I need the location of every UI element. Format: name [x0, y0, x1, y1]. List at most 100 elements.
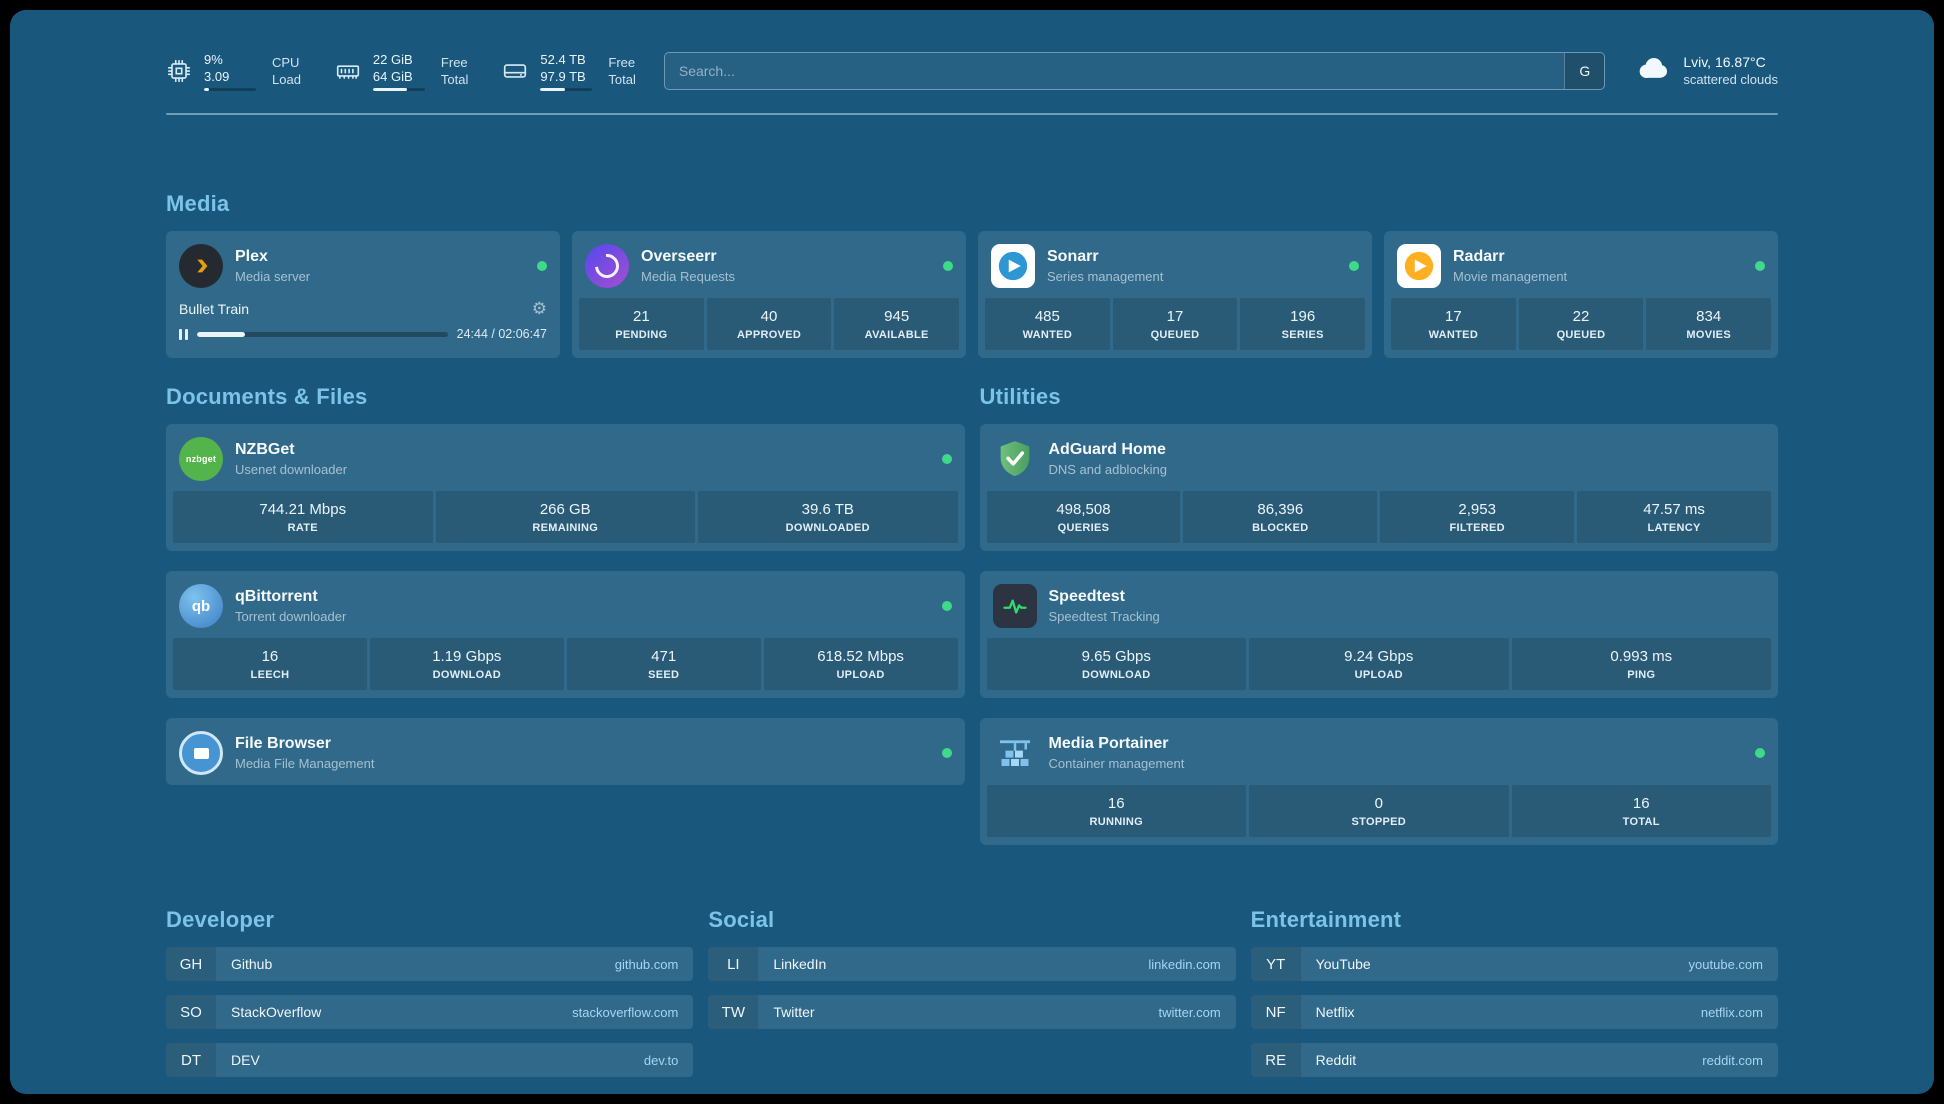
card-head: Sonarr Series management [978, 231, 1372, 298]
resource-widgets: 9% 3.09 CPU Load [166, 51, 636, 91]
service-title: Plex [235, 248, 268, 265]
bookmark-name: Github [231, 956, 273, 972]
stat-wanted: 485 WANTED [985, 298, 1110, 350]
plex-icon [179, 244, 223, 288]
playback-time: 24:44 / 02:06:47 [456, 327, 547, 341]
overseerr-icon [585, 244, 629, 288]
service-title: Speedtest [1048, 588, 1125, 605]
service-card-plex[interactable]: Plex Media server Bullet Train ⚙ [166, 231, 560, 358]
card-head: Media Portainer Container management [980, 718, 1779, 785]
status-dot [941, 748, 952, 758]
service-card-nzbget[interactable]: nzbget NZBGet Usenet downloader 744.21 M… [166, 424, 965, 551]
cpu-icon [166, 58, 192, 84]
service-titles: Sonarr Series management [1047, 248, 1163, 284]
stat-value: 17 [1166, 308, 1184, 325]
stat-value: 16 [261, 648, 279, 665]
stat-value: 16 [1107, 795, 1125, 812]
section-documents: Documents & Files nzbget NZBGet Usenet d… [166, 384, 965, 785]
bookmark-domain: dev.to [643, 1052, 679, 1068]
stat-value: 17 [1444, 308, 1462, 325]
stat-label: WANTED [1428, 329, 1479, 341]
bookmark-linkedin[interactable]: LI LinkedIn linkedin.com [708, 947, 1236, 981]
pause-icon[interactable] [179, 328, 188, 340]
stat-series: 196 SERIES [1240, 298, 1366, 350]
stat-filtered: 2,953 FILTERED [1380, 491, 1575, 543]
stat-available: 945 AVAILABLE [834, 298, 960, 350]
bookmark-twitter[interactable]: TW Twitter twitter.com [708, 995, 1236, 1029]
stat-value: 618.52 Mbps [817, 648, 904, 665]
stat-value: 471 [651, 648, 677, 665]
search-bar: G [663, 51, 1606, 90]
cloud-icon [1633, 48, 1673, 93]
sonarr-icon [991, 244, 1035, 288]
radarr-icon [1397, 244, 1441, 288]
service-card-speedtest[interactable]: Speedtest Speedtest Tracking 9.65 Gbps D… [979, 571, 1778, 698]
bookmark-stackoverflow[interactable]: SO StackOverflow stackoverflow.com [166, 995, 694, 1029]
cpu-labels: CPU Load [272, 54, 301, 88]
stat-value: 945 [884, 308, 910, 325]
bookmark-domain: netflix.com [1700, 1004, 1763, 1020]
stat-value: 47.57 ms [1643, 501, 1705, 518]
disk-free-value: 52.4 TB [540, 51, 586, 67]
service-subtitle: Movie management [1453, 269, 1568, 284]
service-subtitle: DNS and adblocking [1048, 462, 1168, 477]
stat-label: FILTERED [1449, 522, 1505, 534]
service-titles: qBittorrent Torrent downloader [235, 588, 346, 624]
weather-text: Lviv, 16.87°C scattered clouds [1683, 54, 1778, 87]
stat-value: 9.65 Gbps [1081, 648, 1151, 665]
service-card-sonarr[interactable]: Sonarr Series management 485 WANTED 17 Q… [978, 231, 1372, 358]
search-input[interactable] [664, 52, 1565, 89]
stat-wanted: 17 WANTED [1391, 298, 1516, 350]
bookmark-dev[interactable]: DT DEV dev.to [166, 1043, 694, 1077]
disk-icon [502, 58, 528, 84]
stat-label: PING [1627, 669, 1656, 681]
status-dot [941, 601, 952, 611]
total-label: Total [608, 71, 636, 87]
status-dot [941, 454, 952, 464]
bookmark-netflix[interactable]: NF Netflix netflix.com [1250, 995, 1778, 1029]
bookmark-domain: github.com [614, 956, 679, 972]
service-title: qBittorrent [235, 588, 318, 605]
bookmark-abbr: DT [166, 1043, 216, 1077]
stat-value: 1.19 Gbps [432, 648, 502, 665]
service-card-portainer[interactable]: Media Portainer Container management 16 … [979, 718, 1779, 845]
bookmark-group-developer: Developer GH Github github.com SO StackO… [166, 907, 694, 1091]
weather-condition: scattered clouds [1683, 72, 1778, 87]
stat-download: 1.19 Gbps DOWNLOAD [369, 638, 564, 690]
stat-label: QUEUED [1150, 329, 1200, 341]
bookmark-github[interactable]: GH Github github.com [166, 947, 694, 981]
section-heading-documents: Documents & Files [166, 384, 368, 409]
bookmark-domain: linkedin.com [1148, 956, 1221, 972]
bookmark-reddit[interactable]: RE Reddit reddit.com [1250, 1043, 1778, 1077]
service-subtitle: Series management [1047, 269, 1164, 284]
search-provider-button[interactable]: G [1564, 52, 1605, 89]
card-head: Radarr Movie management [1384, 231, 1778, 298]
stats-row: 485 WANTED 17 QUEUED 196 SERIES [978, 298, 1372, 350]
service-title: AdGuard Home [1048, 441, 1166, 458]
card-head: nzbget NZBGet Usenet downloader [166, 424, 965, 491]
service-card-overseerr[interactable]: Overseerr Media Requests 21 PENDING 40 A… [572, 231, 966, 358]
stat-label: RUNNING [1089, 816, 1143, 828]
bookmark-abbr: NF [1250, 995, 1301, 1029]
stat-upload: 618.52 Mbps UPLOAD [763, 638, 958, 690]
weather-widget[interactable]: Lviv, 16.87°C scattered clouds [1633, 48, 1778, 93]
gear-icon[interactable]: ⚙ [531, 299, 547, 318]
stat-ping: 0.993 ms PING [1511, 638, 1771, 690]
bookmark-youtube[interactable]: YT YouTube youtube.com [1250, 947, 1778, 981]
service-card-adguard[interactable]: AdGuard Home DNS and adblocking 498,508 … [979, 424, 1778, 551]
bookmark-name: Twitter [773, 1004, 815, 1020]
disk-progress-bar [540, 87, 593, 91]
memory-progress-bar [372, 87, 425, 91]
card-head: qb qBittorrent Torrent downloader [166, 571, 965, 638]
memory-values: 22 GiB 64 GiB [372, 51, 425, 91]
service-card-filebrowser[interactable]: File Browser Media File Management [166, 718, 965, 785]
bookmark-abbr: YT [1250, 947, 1301, 981]
service-card-qbittorrent[interactable]: qb qBittorrent Torrent downloader 16 LEE… [166, 571, 965, 698]
card-head: File Browser Media File Management [166, 718, 965, 785]
stat-label: SEED [648, 669, 680, 681]
service-subtitle: Speedtest Tracking [1048, 609, 1160, 624]
service-title: Overseerr [641, 248, 717, 265]
service-card-radarr[interactable]: Radarr Movie management 17 WANTED 22 QUE… [1384, 231, 1778, 358]
status-dot [1755, 261, 1765, 271]
service-subtitle: Media Requests [641, 269, 735, 284]
